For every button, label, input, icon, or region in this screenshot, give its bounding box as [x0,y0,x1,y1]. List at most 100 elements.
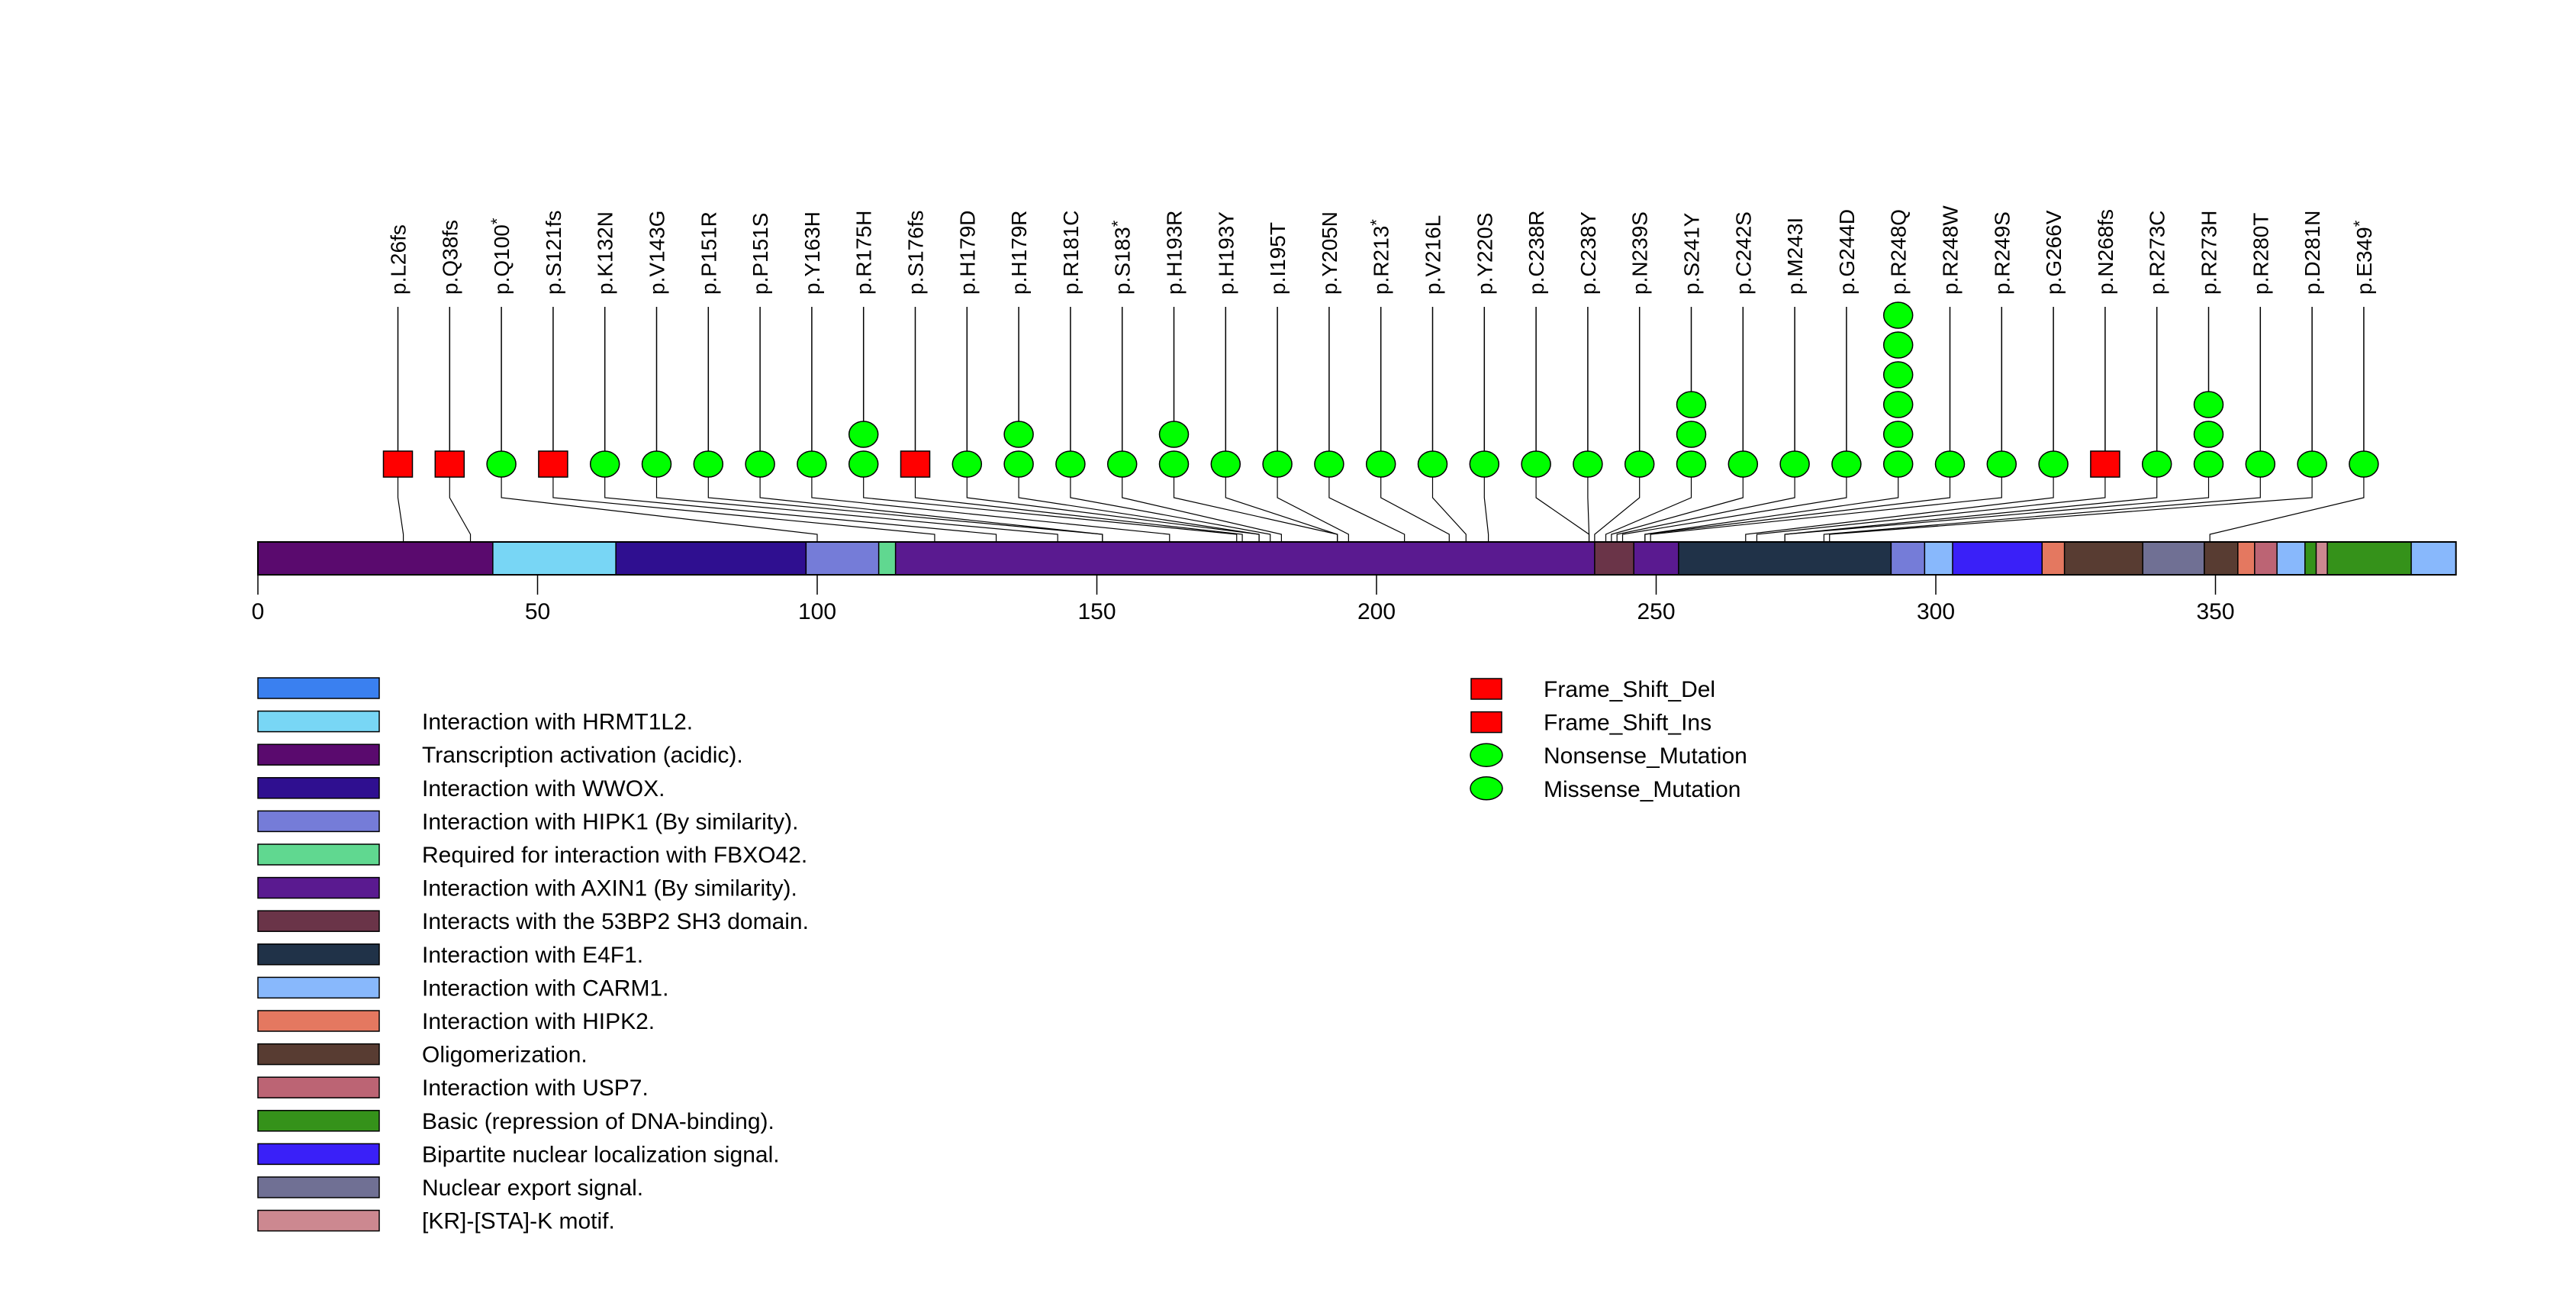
missense-marker [2038,450,2069,478]
missense-marker [797,450,827,478]
mutation-label: p.R213* [1367,219,1393,295]
missense-marker [693,450,724,478]
domain-legend-label: Interaction with E4F1. [422,943,643,968]
mutation-label: p.R249S [1990,211,2014,295]
domain-segment [1952,541,2049,576]
mutation-type-legend: Frame_Shift_Del Frame_Shift_Ins Nonsense_M… [1470,677,1747,802]
missense-marker [1106,450,1138,478]
x-tick-label: 0 [252,599,265,624]
mutation-label: p.N268fs [2094,209,2117,295]
domain-legend-swatch [257,1110,380,1132]
missense-marker [1521,450,1551,478]
domain-legend-swatch [257,1209,380,1232]
missense-marker [1882,361,1914,389]
x-tick-label: 250 [1637,599,1675,624]
missense-marker [1314,450,1344,478]
missense-marker [486,450,517,478]
domain-legend-swatch [257,976,380,999]
mutation-label: p.R175H [852,210,876,295]
missense-marker [1882,421,1914,448]
frameshift-marker [434,450,465,478]
x-tick-label: 200 [1357,599,1396,624]
mutation-label: p.S176fs [904,210,928,295]
mutation-legend-square [1470,711,1502,734]
protein-domains [257,541,2457,576]
mutation-label: p.S241Y [1680,212,1704,295]
mutation-label: p.N239S [1628,211,1652,295]
mutation-markers [382,302,2379,478]
domain-legend-swatch [257,677,380,699]
domain-legend: Interaction with HRMT1L2. Transcription a… [257,677,809,1234]
nonsense-star: * [1109,220,1128,227]
domain-legend-label: [KR]-[STA]-K motif. [422,1209,615,1234]
missense-marker [1676,391,1707,418]
domain-legend-label: Interaction with HIPK2. [422,1009,655,1034]
domain-segment [2326,541,2418,576]
domain-legend-swatch [257,910,380,932]
domain-segment [1594,541,1641,576]
mutation-label: p.S183* [1109,220,1135,295]
x-tick-label: 150 [1077,599,1116,624]
domain-legend-label: Interaction with CARM1. [422,976,668,1001]
domain-legend-label: Interaction with HRMT1L2. [422,710,693,735]
domain-segment [805,541,885,576]
missense-marker [1624,450,1655,478]
mutation-legend-square [1470,678,1502,700]
mutation-label: p.V143G [646,210,669,295]
lollipop-stems [397,307,2365,464]
mutation-legend-circle [1470,743,1503,767]
mutation-label: p.P151R [697,211,720,295]
mutation-label: p.R181C [1059,210,1083,295]
domain-segment [1678,541,1898,576]
missense-marker [1882,302,1914,329]
x-tick-label: 350 [2196,599,2234,624]
missense-marker [1882,331,1914,359]
domain-segment [894,541,1601,576]
mutation-labels: p.L26fs p.Q38fs p.Q100* p.S121fs p.K132N p.V1… [387,205,2376,295]
missense-marker [1831,450,1862,478]
domain-segment [615,541,813,576]
x-tick-label: 100 [798,599,836,624]
domain-legend-swatch [257,777,380,799]
missense-marker [1934,450,1966,478]
domain-legend-label: Nuclear export signal. [422,1176,643,1201]
mutation-label: p.R273C [2146,210,2169,295]
nonsense-star: * [1367,219,1386,226]
x-tick-label: 300 [1917,599,1955,624]
domain-segment [2204,541,2244,576]
mutation-label: p.Q38fs [438,220,462,295]
missense-marker [2297,450,2327,478]
domain-legend-label: Basic (repression of DNA-binding). [422,1109,774,1134]
missense-marker [1003,450,1034,478]
missense-marker [641,450,672,478]
domain-legend-swatch [257,1010,380,1032]
domain-legend-label: Transcription activation (acidic). [422,743,743,768]
mutation-label: p.R280T [2249,213,2272,295]
missense-marker [1210,450,1241,478]
domain-legend-label: Required for interaction with FBXO42. [422,843,807,868]
mutation-legend-label: Nonsense_Mutation [1544,743,1747,769]
mutation-label: p.H179D [955,210,979,295]
mutation-label: p.Q100* [488,218,514,295]
missense-marker [1365,450,1396,478]
missense-marker [1003,421,1034,448]
domain-segment [1633,541,1685,576]
mutation-legend-circle [1470,776,1503,801]
domain-legend-label: Oligomerization. [422,1043,588,1068]
domain-legend-label: Interaction with AXIN1 (By similarity). [422,876,797,901]
mutation-label: p.M243I [1783,218,1807,295]
domain-legend-swatch [257,1143,380,1166]
missense-marker [1882,450,1914,478]
x-axis: 0 50 100 150 200 250 300 350 [252,575,2235,624]
missense-marker [2193,421,2224,448]
missense-marker [2349,450,2379,478]
missense-marker [1158,450,1190,478]
protein-bar-outline [257,541,2457,576]
mutation-legend-label: Frame_Shift_Ins [1544,711,1711,736]
mutation-label: p.Y205N [1318,211,1341,295]
missense-marker [2245,450,2276,478]
mutation-label: p.R273H [2198,210,2221,295]
domain-legend-swatch [257,743,380,766]
domain-segment [2142,541,2205,576]
